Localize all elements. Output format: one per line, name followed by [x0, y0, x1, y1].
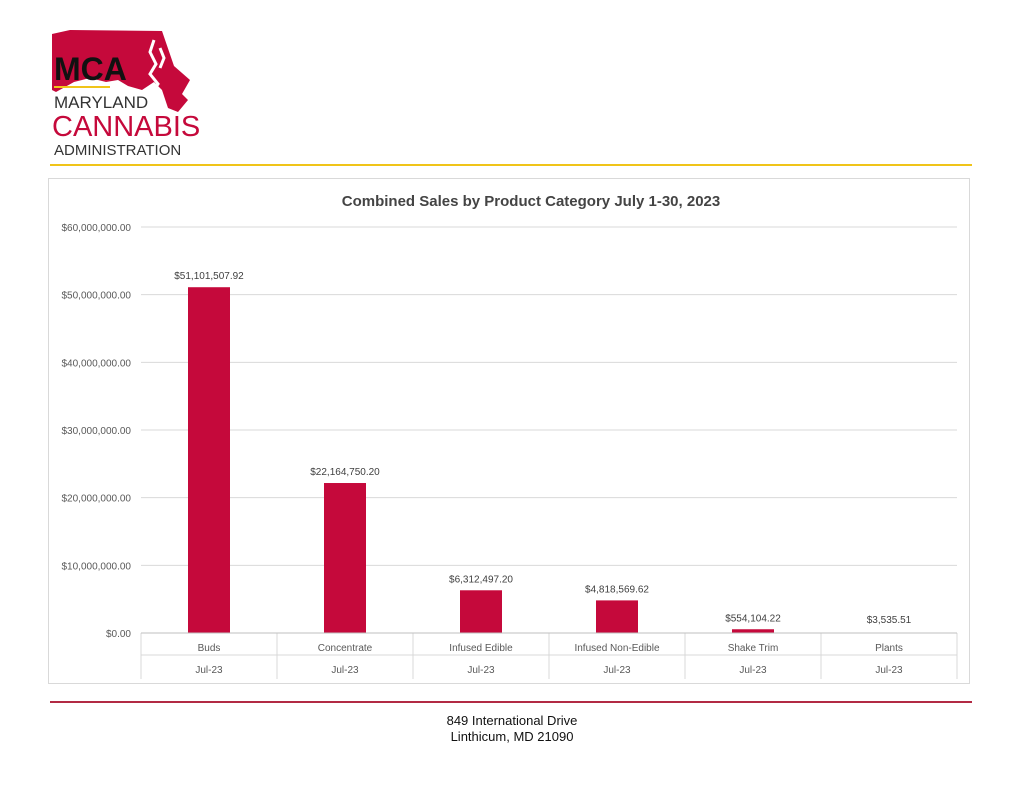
logo-line3: ADMINISTRATION: [54, 142, 181, 158]
maryland-map-icon: [52, 30, 190, 112]
y-tick-label: $50,000,000.00: [61, 291, 131, 302]
x-subcategory-label: Jul-23: [739, 665, 767, 676]
data-label: $4,818,569.62: [585, 584, 649, 595]
x-tick-label: Concentrate: [318, 643, 373, 654]
y-tick-label: $10,000,000.00: [61, 561, 131, 572]
address-street: 849 International Drive: [446, 713, 578, 728]
x-subcategory-label: Jul-23: [875, 665, 903, 676]
bar-chart: Combined Sales by Product Category July …: [61, 193, 958, 679]
logo-line2: CANNABIS: [52, 111, 200, 143]
logo-abbr: MCA: [54, 51, 127, 87]
mca-logo: MCA MARYLAND CANNABIS ADMINISTRATION: [50, 28, 210, 159]
x-tick-label: Infused Non-Edible: [574, 643, 659, 654]
y-tick-label: $60,000,000.00: [61, 223, 131, 234]
y-tick-label: $30,000,000.00: [61, 426, 131, 437]
y-tick-label: $0.00: [106, 629, 131, 640]
x-tick-label: Buds: [198, 643, 221, 654]
x-tick-label: Plants: [875, 643, 903, 654]
chart-title: Combined Sales by Product Category July …: [342, 193, 720, 210]
x-tick-label: Infused Edible: [449, 643, 513, 654]
data-label: $22,164,750.20: [310, 467, 380, 478]
logo-underline: [54, 86, 110, 88]
chesapeake-bay-icon: [148, 39, 166, 100]
x-subcategory-label: Jul-23: [331, 665, 359, 676]
x-subcategory-label: Jul-23: [195, 665, 223, 676]
x-subcategory-label: Jul-23: [603, 665, 631, 676]
header-divider: [50, 164, 972, 166]
x-tick-label: Shake Trim: [728, 643, 779, 654]
chart-container: Combined Sales by Product Category July …: [48, 178, 970, 684]
bar: [460, 590, 502, 633]
footer-address: 849 International Drive Linthicum, MD 21…: [0, 713, 1024, 745]
footer-divider: [50, 701, 972, 703]
data-label: $6,312,497.20: [449, 574, 513, 585]
data-label: $554,104.22: [725, 613, 781, 624]
data-label: $51,101,507.92: [174, 271, 244, 282]
logo-line1: MARYLAND: [54, 93, 148, 112]
bar: [732, 629, 774, 633]
y-tick-label: $40,000,000.00: [61, 358, 131, 369]
address-city: Linthicum, MD 21090: [450, 729, 574, 744]
bar: [596, 600, 638, 633]
bar: [324, 483, 366, 633]
x-subcategory-label: Jul-23: [467, 665, 495, 676]
bar: [188, 287, 230, 633]
data-label: $3,535.51: [867, 615, 912, 626]
y-tick-label: $20,000,000.00: [61, 494, 131, 505]
